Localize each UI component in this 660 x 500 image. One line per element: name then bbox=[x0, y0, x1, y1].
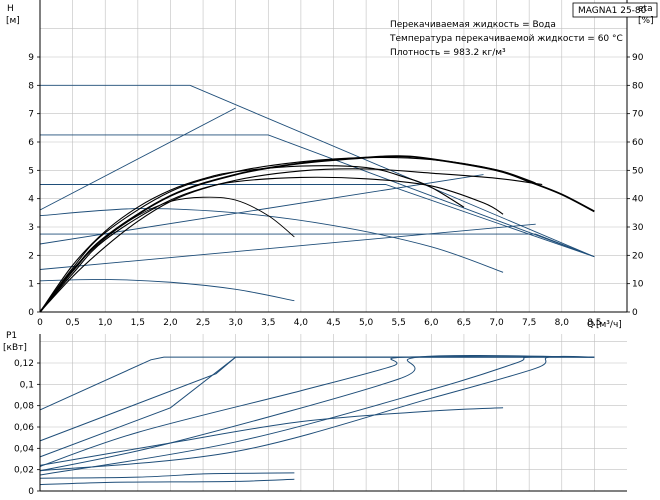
x-tick-label: 7,0 bbox=[489, 318, 504, 328]
p1-tick-label: 0,1 bbox=[20, 380, 34, 390]
p1-tick-label: 0,04 bbox=[14, 444, 34, 454]
x-tick-label: 2,5 bbox=[196, 318, 210, 328]
y-axis-label-h: H bbox=[7, 4, 14, 14]
x-tick-label: 1,0 bbox=[98, 318, 113, 328]
head-curve-5 bbox=[39, 174, 484, 245]
y2-axis-unit-eta: [%] bbox=[638, 16, 654, 26]
y-axis-unit-p1: [кВт] bbox=[3, 343, 27, 353]
title-box bbox=[572, 2, 658, 18]
x-tick-label: 3,5 bbox=[261, 318, 275, 328]
head-curve-0 bbox=[40, 84, 595, 258]
y-tick-label: 9 bbox=[28, 53, 34, 63]
x-tick-label: 0 bbox=[37, 318, 43, 328]
y-tick-label: 7 bbox=[28, 110, 34, 120]
y-tick-label: 5 bbox=[28, 166, 34, 176]
info-line-temperature: Температура перекачиваемой жидкости = 60… bbox=[389, 34, 623, 44]
x-tick-label: 1,5 bbox=[131, 318, 145, 328]
chart-title: MAGNA1 25-80 bbox=[578, 6, 647, 16]
y-tick-label: 3 bbox=[28, 223, 34, 233]
head-curve-6 bbox=[39, 223, 536, 270]
x-tick-label: 4,5 bbox=[326, 318, 340, 328]
y-tick-label: 4 bbox=[28, 195, 34, 205]
y-tick-label: 1 bbox=[28, 280, 34, 290]
y-tick-label: 0 bbox=[28, 308, 34, 318]
x-tick-label: 8,0 bbox=[555, 318, 570, 328]
y2-tick-label: 70 bbox=[632, 110, 644, 120]
y2-tick-label: 50 bbox=[632, 166, 644, 176]
x-tick-label: 7,5 bbox=[522, 318, 536, 328]
y-tick-label: 8 bbox=[28, 81, 34, 91]
p1-tick-label: 0 bbox=[28, 487, 34, 497]
y2-tick-label: 40 bbox=[632, 195, 644, 205]
x-tick-label: 2,0 bbox=[163, 318, 178, 328]
p1-tick-label: 0,12 bbox=[14, 359, 34, 369]
head-curve-1 bbox=[40, 134, 595, 258]
head-curve-2 bbox=[40, 184, 595, 258]
x-tick-label: 0,5 bbox=[65, 318, 79, 328]
power-curve-6 bbox=[39, 355, 595, 472]
x-tick-label: 5,5 bbox=[392, 318, 406, 328]
y2-tick-label: 0 bbox=[632, 308, 638, 318]
p1-tick-label: 0,02 bbox=[14, 466, 34, 476]
x-tick-label: 6,0 bbox=[424, 318, 439, 328]
p1-tick-label: 0,06 bbox=[14, 423, 34, 433]
x-axis-label-q: Q bbox=[587, 320, 594, 330]
p1-tick-label: 0,08 bbox=[14, 402, 34, 412]
info-line-fluid: Перекачиваемая жидкость = Вода bbox=[390, 20, 556, 30]
head-curve-8 bbox=[39, 278, 295, 302]
y2-tick-label: 20 bbox=[632, 251, 644, 261]
x-tick-label: 3,0 bbox=[229, 318, 244, 328]
power-curve-7 bbox=[39, 407, 504, 466]
power-curve-3 bbox=[39, 355, 595, 467]
head-curve-7 bbox=[39, 208, 504, 273]
y2-tick-label: 90 bbox=[632, 53, 644, 63]
y2-tick-label: 80 bbox=[632, 81, 644, 91]
power-curve-5 bbox=[39, 356, 595, 476]
head-curve-14 bbox=[39, 155, 595, 313]
y2-tick-label: 60 bbox=[632, 138, 644, 148]
head-curve-12 bbox=[39, 168, 543, 313]
y-tick-label: 6 bbox=[28, 138, 34, 148]
x-tick-label: 5,0 bbox=[359, 318, 374, 328]
info-line-density: Плотность = 983.2 кг/м³ bbox=[390, 48, 506, 58]
power-curve-8 bbox=[39, 478, 295, 486]
x-axis-unit-q: [м³/ч] bbox=[596, 320, 622, 330]
x-tick-label: 6,5 bbox=[457, 318, 471, 328]
y-tick-label: 2 bbox=[28, 251, 34, 261]
y-axis-label-p1: P1 bbox=[6, 331, 17, 341]
power-curve-4 bbox=[39, 355, 595, 472]
y-axis-unit-h: [м] bbox=[6, 16, 20, 26]
power-curve-9 bbox=[39, 472, 295, 479]
y2-tick-label: 10 bbox=[632, 280, 644, 290]
head-curve-11 bbox=[39, 165, 465, 313]
y2-tick-label: 30 bbox=[632, 223, 644, 233]
head-curve-4 bbox=[39, 107, 236, 211]
x-tick-label: 4,0 bbox=[294, 318, 309, 328]
head-curve-3 bbox=[40, 233, 595, 258]
x-tick-label: 8,5 bbox=[587, 318, 601, 328]
y2-axis-label-eta: eta bbox=[638, 4, 653, 14]
